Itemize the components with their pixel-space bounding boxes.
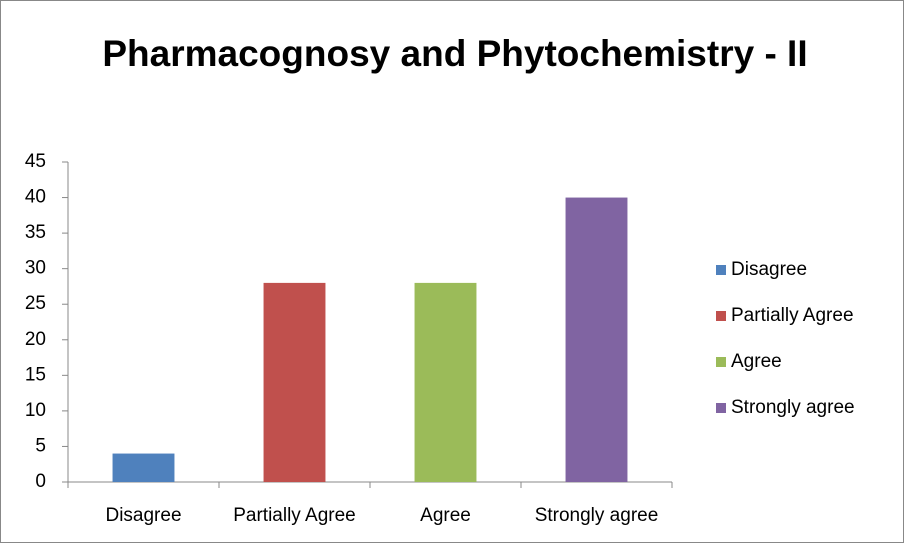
y-tick-label: 10 (25, 400, 46, 421)
y-tick-label: 15 (25, 364, 46, 385)
bar (414, 282, 477, 482)
y-tick-label: 5 (35, 435, 46, 456)
x-tick-label: Agree (420, 505, 471, 526)
bar (565, 197, 628, 483)
legend-label: Disagree (731, 259, 807, 280)
legend-swatch (716, 403, 726, 413)
x-tick-label: Strongly agree (535, 505, 659, 526)
legend-swatch (716, 265, 726, 275)
x-tick-label: Disagree (105, 505, 181, 526)
bar (112, 453, 175, 482)
y-tick-label: 25 (25, 293, 46, 314)
y-tick-label: 45 (25, 151, 46, 172)
y-tick-label: 0 (35, 471, 46, 492)
y-tick-label: 35 (25, 222, 46, 243)
y-tick-label: 30 (25, 258, 46, 279)
legend-label: Strongly agree (731, 397, 855, 418)
y-tick-label: 20 (25, 329, 46, 350)
chart-title: Pharmacognosy and Phytochemistry - II (102, 33, 808, 74)
legend-swatch (716, 311, 726, 321)
legend-label: Agree (731, 351, 782, 372)
legend-swatch (716, 357, 726, 367)
y-tick-label: 40 (25, 187, 46, 208)
x-tick-label: Partially Agree (233, 505, 356, 526)
legend-label: Partially Agree (731, 305, 854, 326)
bar (263, 282, 326, 482)
